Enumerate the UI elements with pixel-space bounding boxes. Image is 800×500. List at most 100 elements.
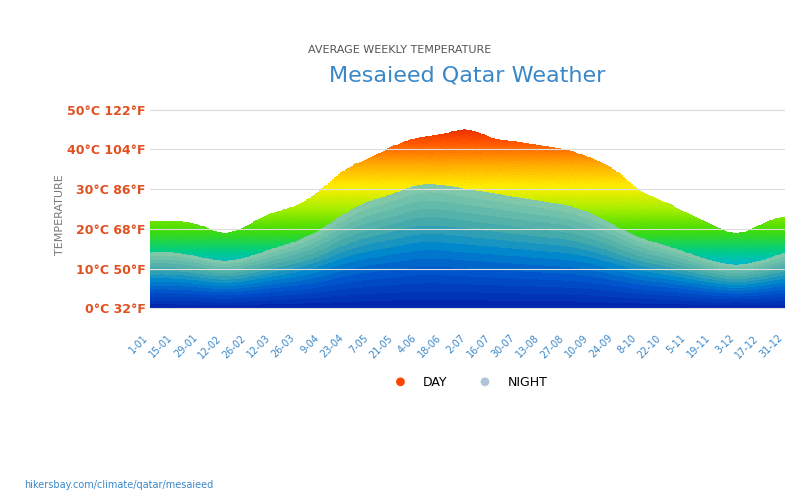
Bar	[707, 298, 710, 302]
Bar	[283, 240, 286, 242]
Bar	[173, 250, 175, 251]
Bar	[758, 245, 761, 246]
Bar	[205, 292, 207, 295]
Bar	[194, 227, 196, 228]
Bar	[748, 282, 750, 284]
Bar	[570, 254, 572, 260]
Bar	[304, 217, 306, 219]
Bar	[767, 262, 770, 265]
Bar	[310, 224, 313, 226]
Bar	[508, 196, 510, 203]
Bar	[506, 176, 508, 179]
Bar	[689, 250, 690, 252]
Bar	[735, 276, 738, 279]
Bar	[784, 256, 786, 260]
Bar	[608, 262, 610, 268]
Bar	[395, 152, 398, 154]
Bar	[425, 170, 427, 172]
Bar	[294, 240, 296, 242]
Bar	[504, 300, 506, 308]
Bar	[525, 242, 527, 250]
Bar	[527, 185, 530, 188]
Bar	[174, 271, 177, 275]
Bar	[351, 185, 354, 188]
Bar	[470, 222, 472, 229]
Bar	[644, 200, 646, 202]
Bar	[440, 259, 442, 267]
Bar	[518, 294, 521, 301]
Bar	[650, 264, 653, 268]
Bar	[438, 172, 440, 174]
Bar	[351, 190, 354, 192]
Bar	[574, 214, 576, 221]
Bar	[502, 178, 504, 181]
Bar	[646, 204, 648, 206]
Bar	[502, 186, 504, 190]
Bar	[372, 191, 374, 194]
Bar	[340, 278, 342, 283]
Bar	[274, 252, 277, 256]
Bar	[712, 256, 714, 258]
Bar	[585, 175, 586, 178]
Bar	[754, 250, 757, 252]
Bar	[658, 235, 661, 237]
Bar	[739, 285, 742, 288]
Bar	[502, 159, 504, 162]
Bar	[394, 152, 396, 155]
Bar	[780, 283, 782, 286]
Bar	[498, 188, 500, 192]
Bar	[306, 230, 309, 232]
Bar	[750, 299, 752, 302]
Bar	[729, 296, 731, 300]
Bar	[262, 250, 264, 252]
Bar	[217, 258, 219, 259]
Bar	[472, 142, 474, 146]
Bar	[495, 188, 498, 191]
Bar	[674, 210, 676, 213]
Bar	[602, 216, 604, 219]
Bar	[486, 246, 489, 254]
Bar	[336, 290, 338, 296]
Bar	[631, 239, 634, 244]
Bar	[264, 240, 266, 242]
Bar	[186, 225, 188, 226]
Bar	[151, 278, 154, 282]
Bar	[238, 259, 241, 262]
Bar	[542, 152, 544, 154]
Bar	[417, 259, 419, 268]
Bar	[351, 282, 354, 288]
Bar	[597, 211, 599, 214]
Bar	[546, 158, 549, 160]
Bar	[525, 272, 527, 279]
Bar	[752, 302, 754, 305]
Bar	[710, 232, 712, 234]
Bar	[661, 218, 663, 220]
Bar	[538, 168, 540, 170]
Bar	[638, 266, 640, 270]
Bar	[504, 148, 506, 151]
Bar	[310, 249, 313, 254]
Bar	[387, 193, 390, 195]
Bar	[404, 166, 406, 168]
Bar	[678, 210, 680, 213]
Bar	[638, 210, 640, 213]
Bar	[518, 286, 521, 294]
Bar	[752, 258, 754, 259]
Bar	[468, 160, 470, 162]
Bar	[434, 158, 436, 160]
Bar	[382, 155, 385, 158]
Bar	[690, 225, 693, 227]
Bar	[544, 230, 546, 237]
Bar	[726, 256, 729, 258]
Bar	[255, 280, 258, 283]
Bar	[589, 251, 591, 258]
Bar	[342, 283, 345, 290]
Bar	[733, 238, 735, 239]
Bar	[162, 282, 164, 286]
Bar	[209, 247, 211, 248]
Bar	[385, 186, 387, 189]
Bar	[353, 206, 355, 208]
Bar	[346, 179, 349, 181]
Bar	[302, 304, 305, 308]
Bar	[518, 190, 521, 192]
